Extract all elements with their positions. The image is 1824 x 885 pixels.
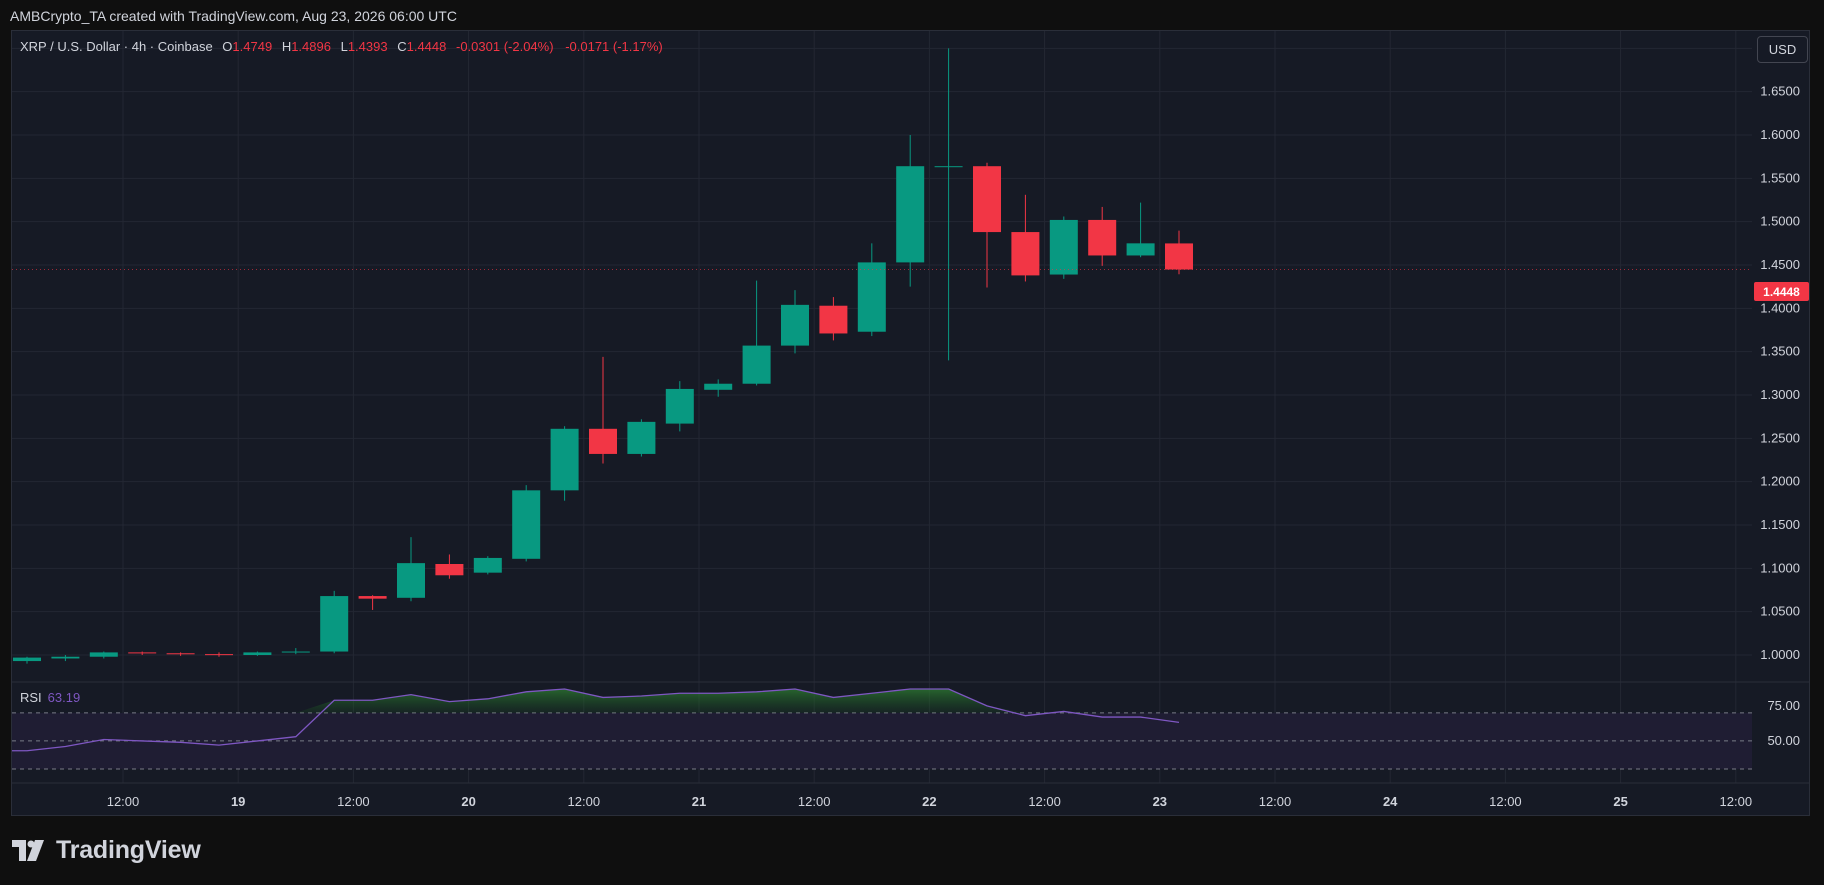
price-axis: 1.0000 1.0500 1.1000 1.1500 1.2000 1.2500 1.30… bbox=[1760, 40, 1800, 662]
candle-body bbox=[166, 653, 195, 655]
candle-body bbox=[1088, 219, 1117, 256]
candle-body bbox=[320, 596, 349, 652]
time-tick-label: 12:00 bbox=[798, 794, 831, 809]
candle-body bbox=[973, 166, 1001, 233]
time-tick-label: 12:00 bbox=[107, 794, 140, 809]
price-tick-label: 1.4500 bbox=[1760, 257, 1800, 272]
candle-body bbox=[781, 304, 809, 346]
candle-body bbox=[89, 652, 118, 657]
price-tick-label: 1.3500 bbox=[1760, 344, 1800, 359]
rsi-tick-label: 50.00 bbox=[1767, 733, 1800, 748]
ohlc-legend: XRP / U.S. Dollar · 4h · Coinbase O1.474… bbox=[20, 39, 663, 54]
candle-body bbox=[435, 564, 464, 576]
candle-body bbox=[128, 652, 157, 654]
time-tick-label: 25 bbox=[1613, 794, 1627, 809]
candle-body bbox=[857, 262, 886, 332]
candle-body bbox=[589, 428, 617, 454]
time-axis: 12:00 19 12:00 20 12:00 21 12:00 22 12:00 23 12:00… bbox=[107, 794, 1752, 809]
time-tick-label: 24 bbox=[1383, 794, 1398, 809]
candle-body bbox=[397, 563, 425, 598]
candle-body bbox=[819, 305, 848, 334]
time-tick-label: 20 bbox=[461, 794, 475, 809]
price-tick-label: 1.6000 bbox=[1760, 127, 1800, 142]
time-tick-label: 19 bbox=[231, 794, 245, 809]
candle-body bbox=[281, 651, 310, 653]
close-value: 1.4448 bbox=[406, 39, 447, 54]
candle-body bbox=[550, 428, 579, 491]
price-tick-label: 1.3000 bbox=[1760, 387, 1800, 402]
low-key: L bbox=[340, 39, 348, 54]
rsi-tick-label: 75.00 bbox=[1767, 698, 1800, 713]
candle-body bbox=[627, 421, 656, 454]
price-tick-label: 1.6500 bbox=[1760, 84, 1800, 99]
grid-lines bbox=[12, 31, 1809, 784]
candle-body bbox=[934, 166, 963, 168]
candle-body bbox=[205, 654, 233, 656]
candle-body bbox=[51, 656, 80, 659]
candle-body bbox=[358, 596, 387, 599]
candle-body bbox=[243, 652, 272, 655]
candle-body bbox=[896, 166, 925, 263]
time-tick-label: 21 bbox=[692, 794, 706, 809]
rsi-value: 63.19 bbox=[47, 690, 81, 705]
price-tick-label: 1.2000 bbox=[1760, 474, 1800, 489]
rsi-label[interactable]: RSI bbox=[20, 690, 42, 705]
price-tick-label: 1.0500 bbox=[1760, 604, 1800, 619]
price-tick-label: 1.4000 bbox=[1760, 300, 1800, 315]
symbol-title[interactable]: XRP / U.S. Dollar · 4h · Coinbase bbox=[20, 39, 213, 54]
candle-body bbox=[704, 383, 733, 390]
currency-button[interactable]: USD bbox=[1757, 36, 1808, 63]
candle-body bbox=[1165, 243, 1193, 270]
candle-body bbox=[1049, 219, 1078, 275]
time-tick-label: 12:00 bbox=[337, 794, 370, 809]
time-tick-label: 12:00 bbox=[1720, 794, 1753, 809]
open-key: O bbox=[222, 39, 233, 54]
price-tick-label: 1.0000 bbox=[1760, 647, 1800, 662]
high-value: 1.4896 bbox=[291, 39, 331, 54]
last-price-label: 1.4448 bbox=[1754, 282, 1809, 301]
candle-body bbox=[742, 345, 771, 384]
chart-panel bbox=[11, 30, 1810, 816]
price-tick-label: 1.2500 bbox=[1760, 430, 1800, 445]
candle-body bbox=[1126, 243, 1155, 256]
close-key: C bbox=[397, 39, 407, 54]
time-tick-label: 23 bbox=[1153, 794, 1167, 809]
time-tick-label: 12:00 bbox=[1028, 794, 1061, 809]
rsi-band bbox=[12, 712, 1752, 769]
high-key: H bbox=[281, 39, 292, 54]
price-tick-label: 1.5500 bbox=[1760, 170, 1800, 185]
chart-credit: AMBCrypto_TA created with TradingView.co… bbox=[10, 8, 457, 24]
time-tick-label: 12:00 bbox=[568, 794, 601, 809]
price-tick-label: 1.5000 bbox=[1760, 214, 1800, 229]
candle-body bbox=[665, 388, 694, 424]
time-tick-label: 12:00 bbox=[1489, 794, 1522, 809]
rsi-line bbox=[12, 688, 1180, 752]
candle-body bbox=[512, 490, 541, 559]
candles bbox=[12, 48, 1752, 664]
price-tick-label: 1.1000 bbox=[1760, 560, 1800, 575]
rsi-overbought-fill bbox=[12, 689, 1179, 713]
time-tick-label: 12:00 bbox=[1259, 794, 1292, 809]
change-value: -0.0301 (-2.04%) bbox=[456, 39, 554, 54]
candle-body bbox=[1011, 232, 1040, 276]
tradingview-logo-icon bbox=[12, 839, 48, 862]
low-value: 1.4393 bbox=[347, 39, 388, 54]
change-value-2: -0.0171 (-1.17%) bbox=[565, 39, 663, 54]
time-tick-label: 22 bbox=[922, 794, 936, 809]
tradingview-logo[interactable]: TradingView bbox=[12, 836, 201, 865]
candle-body bbox=[13, 657, 41, 662]
price-tick-label: 1.1500 bbox=[1760, 517, 1800, 532]
open-value: 1.4749 bbox=[232, 39, 273, 54]
rsi-pane: 75.00 50.00 bbox=[12, 688, 1800, 770]
tradingview-wordmark: TradingView bbox=[56, 836, 201, 864]
rsi-legend: RSI 63.19 bbox=[20, 690, 80, 705]
candle-body bbox=[473, 557, 502, 573]
